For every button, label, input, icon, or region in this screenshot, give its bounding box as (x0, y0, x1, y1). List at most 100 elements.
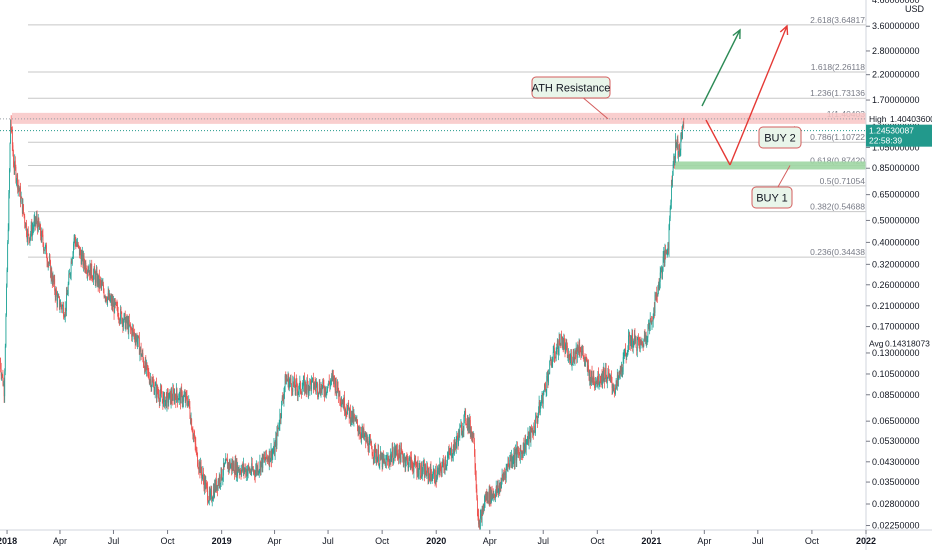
candle-body (353, 415, 355, 422)
candle-body (0, 360, 1, 369)
candle-body (193, 434, 195, 438)
candle-body (62, 305, 64, 306)
candle-body (397, 455, 399, 457)
candle-body (242, 464, 244, 471)
candle-body (669, 218, 671, 225)
candle-body (197, 453, 198, 466)
candle-body (674, 158, 676, 163)
candle-body (194, 437, 196, 444)
candle-body (346, 412, 348, 415)
candle-body (333, 376, 335, 382)
candle-body (255, 465, 257, 471)
candle-body (505, 466, 507, 478)
buy2-callout[interactable]: BUY 2 (758, 126, 802, 149)
candle-body (121, 319, 123, 323)
candle-body (601, 374, 603, 384)
time-axis[interactable]: 2018 Apr Jul Oct 2019 Apr Jul Oct 2020 Apr Jul Oct 2… (0, 530, 876, 546)
candle-body (617, 375, 619, 381)
candle-body (191, 419, 193, 430)
candle-body (623, 353, 625, 358)
ath-resistance-callout-text: ATH Resistance (532, 83, 611, 95)
candle-body (367, 439, 368, 444)
price-axis[interactable]: 0.02250000 0.02800000 0.03500000 0.04300000… (866, 0, 925, 531)
candle-body (558, 350, 559, 355)
candle-body (336, 391, 338, 394)
candle-body (501, 482, 502, 489)
candle-body (461, 424, 462, 435)
candle-body (502, 475, 504, 478)
candle-body (27, 230, 29, 235)
candle-body (126, 316, 127, 322)
candle-body (499, 483, 501, 492)
candle-body (575, 347, 577, 354)
candle-body (281, 397, 283, 402)
candle-body (534, 425, 535, 432)
candle-body (111, 300, 113, 306)
y-tick-label: 0.08500000 (872, 390, 920, 400)
candle-body (188, 399, 190, 402)
candle-body (124, 313, 126, 315)
candle-body (158, 399, 160, 403)
candle-body (161, 392, 163, 398)
candle-body (577, 345, 579, 352)
candle-body (258, 469, 260, 472)
candle-body (669, 207, 671, 219)
candle-body (27, 230, 29, 240)
candle-body (120, 309, 122, 313)
candle-body (399, 445, 401, 454)
candle-body (126, 316, 128, 325)
candle-body (48, 263, 50, 264)
candle-body (571, 355, 572, 365)
candle-body (277, 429, 278, 432)
candle-body (665, 251, 667, 253)
candle-body (303, 378, 305, 381)
candle-body (287, 379, 288, 382)
candle-body (434, 470, 435, 482)
avg-tag-bg (867, 337, 932, 349)
ath-resistance-callout[interactable]: ATH Resistance (531, 76, 611, 120)
candle-body (236, 460, 238, 476)
candle-body (672, 163, 674, 176)
candle-body (476, 498, 478, 515)
candle-body (151, 385, 153, 389)
candle-body (321, 386, 322, 391)
candle-body (147, 370, 149, 372)
candle-body (71, 261, 73, 264)
x-tick-label: Apr (483, 536, 497, 546)
candle-body (234, 472, 235, 475)
candle-body (627, 350, 629, 355)
candle-body (57, 296, 59, 298)
candle-body (141, 352, 143, 356)
candle-body (497, 485, 499, 493)
candle-body (315, 384, 317, 389)
candle-body (382, 454, 384, 460)
candle-body (115, 302, 117, 304)
candle-body (178, 393, 180, 400)
candle-body (89, 264, 91, 276)
candle-body (387, 458, 389, 461)
candle-body (364, 433, 366, 436)
candle-body (479, 522, 481, 530)
candle-body (233, 463, 234, 469)
buy1-callout-text: BUY 1 (756, 193, 788, 205)
candle-body (384, 458, 385, 463)
candle-body (556, 348, 558, 352)
candle-body (9, 143, 11, 171)
buy1-callout[interactable]: BUY 1 (751, 165, 793, 209)
candle-body (313, 386, 315, 389)
candle-body (315, 385, 317, 389)
candle-body (372, 455, 374, 459)
candle-body (628, 335, 629, 351)
projection-arrows (701, 24, 789, 166)
candle-body (284, 386, 285, 393)
candle-body (512, 462, 514, 464)
candle-body (648, 322, 650, 329)
candle-body (77, 242, 79, 246)
candle-body (170, 392, 172, 404)
candle-body (104, 296, 106, 298)
candle-body (437, 472, 438, 479)
candle-body (425, 474, 427, 476)
candle-body (217, 485, 218, 490)
candle-body (222, 475, 224, 479)
